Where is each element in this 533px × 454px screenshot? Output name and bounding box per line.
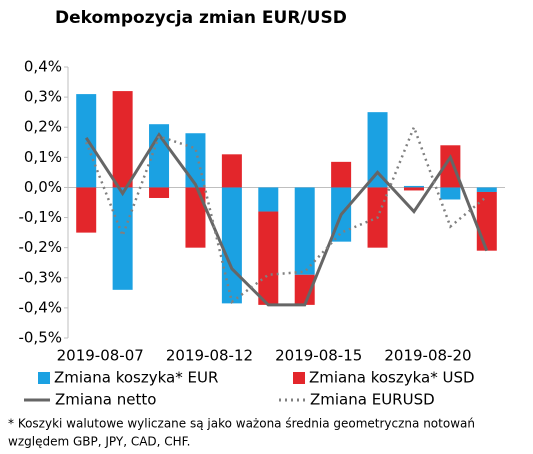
x-tick-label: 2019-08-15 bbox=[275, 347, 362, 365]
chart-title: Dekompozycja zmian EUR/USD bbox=[55, 8, 347, 28]
bar bbox=[221, 154, 242, 188]
y-tick-label: 0,3% bbox=[24, 88, 62, 106]
bar bbox=[294, 274, 315, 305]
y-tick-label: 0,1% bbox=[24, 148, 62, 166]
bar bbox=[258, 187, 279, 212]
y-tick-label: -0,3% bbox=[18, 268, 62, 286]
legend-label: Zmiana koszyka* USD bbox=[309, 369, 475, 387]
y-tick-label: -0,1% bbox=[18, 208, 62, 226]
bar bbox=[403, 185, 424, 188]
y-tick-label: 0,4% bbox=[24, 58, 62, 76]
legend-label: Zmiana EURUSD bbox=[310, 391, 435, 409]
line bbox=[84, 132, 489, 307]
bar bbox=[403, 187, 424, 191]
bar bbox=[440, 187, 461, 200]
bar bbox=[294, 187, 315, 275]
bar bbox=[185, 187, 206, 248]
legend-swatch bbox=[293, 372, 305, 384]
bar bbox=[367, 112, 388, 188]
bar bbox=[76, 94, 97, 188]
y-tick-label: -0,2% bbox=[18, 238, 62, 256]
y-tick-label: -0,5% bbox=[18, 329, 62, 347]
y-tick-label: -0,4% bbox=[18, 298, 62, 316]
bar bbox=[476, 191, 497, 251]
x-tick-label: 2019-08-07 bbox=[57, 347, 144, 365]
footnote: * Koszyki walutowe wyliczane są jako waż… bbox=[8, 417, 475, 431]
bar bbox=[112, 187, 133, 290]
legend-swatch bbox=[38, 372, 50, 384]
footnote: względem GBP, JPY, CAD, CHF. bbox=[8, 435, 190, 449]
bar bbox=[112, 91, 133, 188]
legend-label: Zmiana koszyka* EUR bbox=[54, 369, 218, 387]
x-tick-label: 2019-08-20 bbox=[384, 347, 471, 365]
bar bbox=[476, 187, 497, 192]
bar bbox=[440, 145, 461, 188]
bar bbox=[221, 187, 242, 304]
y-tick-label: 0,2% bbox=[24, 118, 62, 136]
bar bbox=[76, 187, 97, 233]
bar bbox=[149, 187, 170, 198]
y-tick-label: 0,0% bbox=[24, 178, 62, 196]
legend-label: Zmiana netto bbox=[55, 391, 156, 409]
bar bbox=[258, 211, 279, 305]
x-tick-label: 2019-08-12 bbox=[166, 347, 253, 365]
bar bbox=[331, 161, 352, 188]
